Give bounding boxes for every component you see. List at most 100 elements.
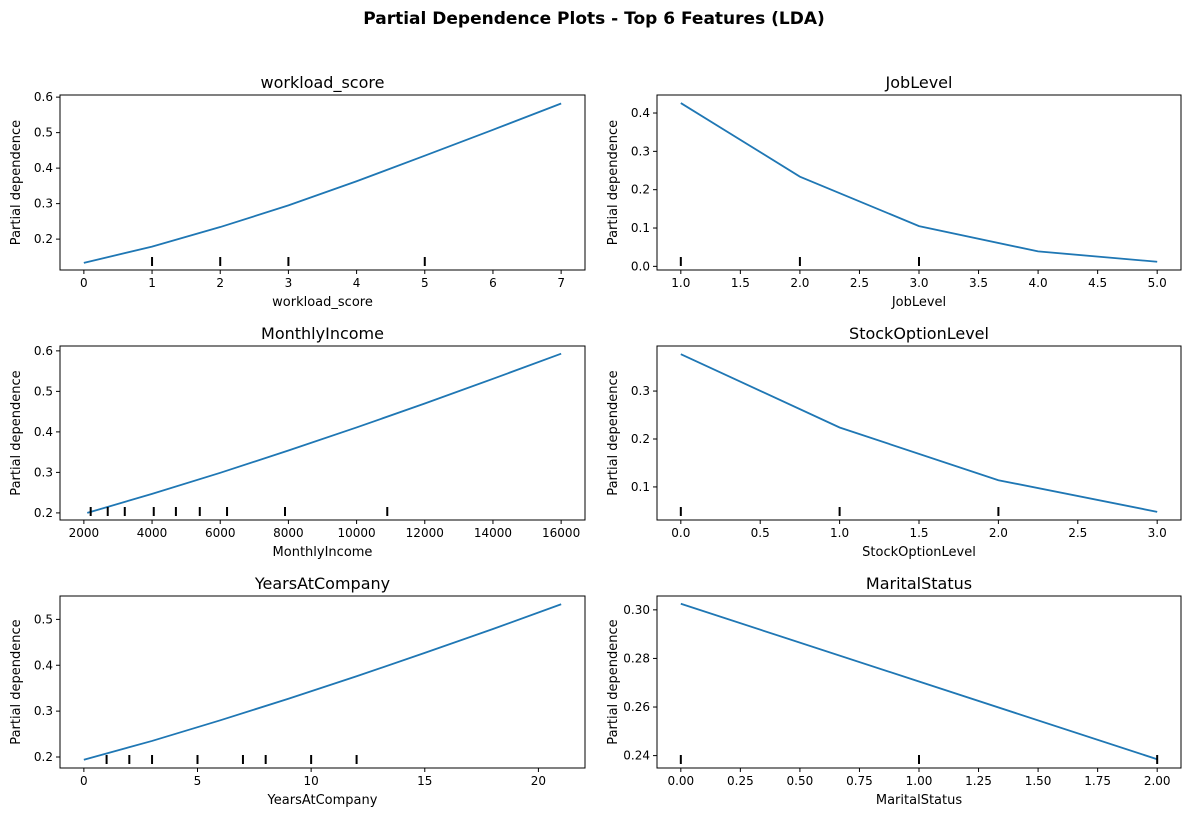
x-tick-label: 10 [303,774,318,788]
y-tick-label: 0.5 [34,612,53,626]
x-tick-label: 0.75 [846,774,873,788]
y-tick-label: 0.2 [631,432,650,446]
y-axis-label: Partial dependence [9,120,24,245]
x-tick-label: 2.0 [989,526,1008,540]
subplot-1: workload_score 0 1 2 3 4 5 6 7 0.2 0.3 0.4 0.5 0.6 wor… [9,73,586,310]
x-tick-label: 3.0 [909,276,928,290]
y-tick-label: 0.2 [631,183,650,197]
y-axis-label: Partial dependence [606,120,621,245]
x-axis-label: workload_score [272,295,373,310]
y-axis-label: Partial dependence [606,619,621,744]
y-tick-label: 0.2 [34,750,53,764]
x-tick-label: 8000 [273,526,304,540]
x-tick-label: 16000 [542,526,580,540]
x-tick-label: 0.5 [751,526,770,540]
y-tick-label: 0.6 [34,90,53,104]
x-tick-label: 0.0 [671,526,690,540]
y-tick-label: 0.24 [623,749,650,763]
axes-frame [59,595,586,769]
x-tick-label: 4.5 [1088,276,1107,290]
y-axis-label: Partial dependence [9,619,24,744]
x-tick-label: 6 [489,276,497,290]
x-tick-label: 2.0 [790,276,809,290]
subplot-grid: workload_score 0 1 2 3 4 5 6 7 0.2 0.3 0.4 0.5 0.6 wor… [9,73,1182,808]
y-tick-label: 0.4 [631,106,650,120]
x-tick-label: 15 [417,774,432,788]
partial-dependence-line [87,352,562,514]
partial-dependence-line [83,603,562,761]
x-tick-label: 0.50 [787,774,814,788]
y-tick-label: 0.5 [34,126,53,140]
partial-dependence-line [83,102,562,264]
x-tick-label: 1.5 [909,526,928,540]
x-tick-label: 10000 [337,526,375,540]
subplot-title: YearsAtCompany [254,574,390,593]
subplot-4: StockOptionLevel 0.0 0.5 1.0 1.5 2.0 2.5 3.0 0.1… [606,324,1182,560]
x-tick-label: 5 [194,774,202,788]
x-tick-label: 0.00 [667,774,694,788]
subplot-title: MonthlyIncome [261,324,384,343]
y-tick-label: 0.26 [623,700,650,714]
x-tick-label: 7 [557,276,565,290]
x-tick-label: 5.0 [1148,276,1167,290]
x-axis-label: StockOptionLevel [862,545,976,560]
y-tick-label: 0.4 [34,658,53,672]
y-tick-label: 0.6 [34,344,53,358]
x-tick-label: 1.0 [830,526,849,540]
y-tick-label: 0.4 [34,425,53,439]
x-tick-label: 0 [80,774,88,788]
x-tick-label: 3.0 [1148,526,1167,540]
x-tick-label: 2.5 [1068,526,1087,540]
subplot-title: JobLevel [885,73,953,92]
subplot-2: JobLevel 1.0 1.5 2.0 2.5 3.0 3.5 4.0 4.5 5.0 0.0 0.… [606,73,1182,310]
y-tick-label: 0.2 [34,506,53,520]
x-tick-label: 1.25 [965,774,992,788]
y-tick-label: 0.1 [631,221,650,235]
y-tick-label: 0.30 [623,603,650,617]
y-tick-label: 0.2 [34,232,53,246]
y-tick-label: 0.1 [631,480,650,494]
x-axis-label: MaritalStatus [876,793,962,808]
y-tick-label: 0.3 [631,384,650,398]
axes-frame [59,345,586,521]
x-tick-label: 1.75 [1084,774,1111,788]
x-tick-label: 6000 [205,526,236,540]
subplot-6: MaritalStatus 0.00 0.25 0.50 0.75 1.00 1.25 1.5… [606,574,1182,808]
y-tick-label: 0.3 [34,197,53,211]
x-tick-label: 20 [531,774,546,788]
x-axis-label: YearsAtCompany [267,793,378,808]
figure-title: Partial Dependence Plots - Top 6 Feature… [363,9,825,29]
y-axis-label: Partial dependence [9,370,24,495]
x-tick-label: 2000 [69,526,100,540]
x-tick-label: 0 [80,276,88,290]
subplot-title: MaritalStatus [866,574,972,593]
x-tick-label: 1.5 [731,276,750,290]
x-tick-label: 4000 [137,526,168,540]
y-tick-label: 0.28 [623,651,650,665]
x-tick-label: 4 [353,276,361,290]
x-tick-label: 4.0 [1029,276,1048,290]
x-tick-label: 2.00 [1144,774,1171,788]
x-axis-label: JobLevel [891,295,946,310]
x-tick-label: 1.00 [906,774,933,788]
x-tick-label: 1 [148,276,156,290]
x-tick-label: 3.5 [969,276,988,290]
x-tick-label: 0.25 [727,774,754,788]
y-tick-label: 0.0 [631,259,650,273]
y-tick-label: 0.3 [34,704,53,718]
x-tick-label: 2.5 [850,276,869,290]
axes-frame [59,94,586,271]
y-tick-label: 0.5 [34,384,53,398]
y-axis-label: Partial dependence [606,370,621,495]
x-tick-label: 5 [421,276,429,290]
x-tick-label: 3 [285,276,293,290]
subplot-3: MonthlyIncome 2000 4000 6000 8000 10000 12000 1… [9,324,586,560]
x-tick-label: 1.50 [1025,774,1052,788]
x-axis-label: MonthlyIncome [273,545,373,560]
subplot-title: StockOptionLevel [849,324,989,343]
y-tick-label: 0.3 [34,465,53,479]
partial-dependence-line [680,353,1158,513]
subplot-title: workload_score [261,73,385,93]
